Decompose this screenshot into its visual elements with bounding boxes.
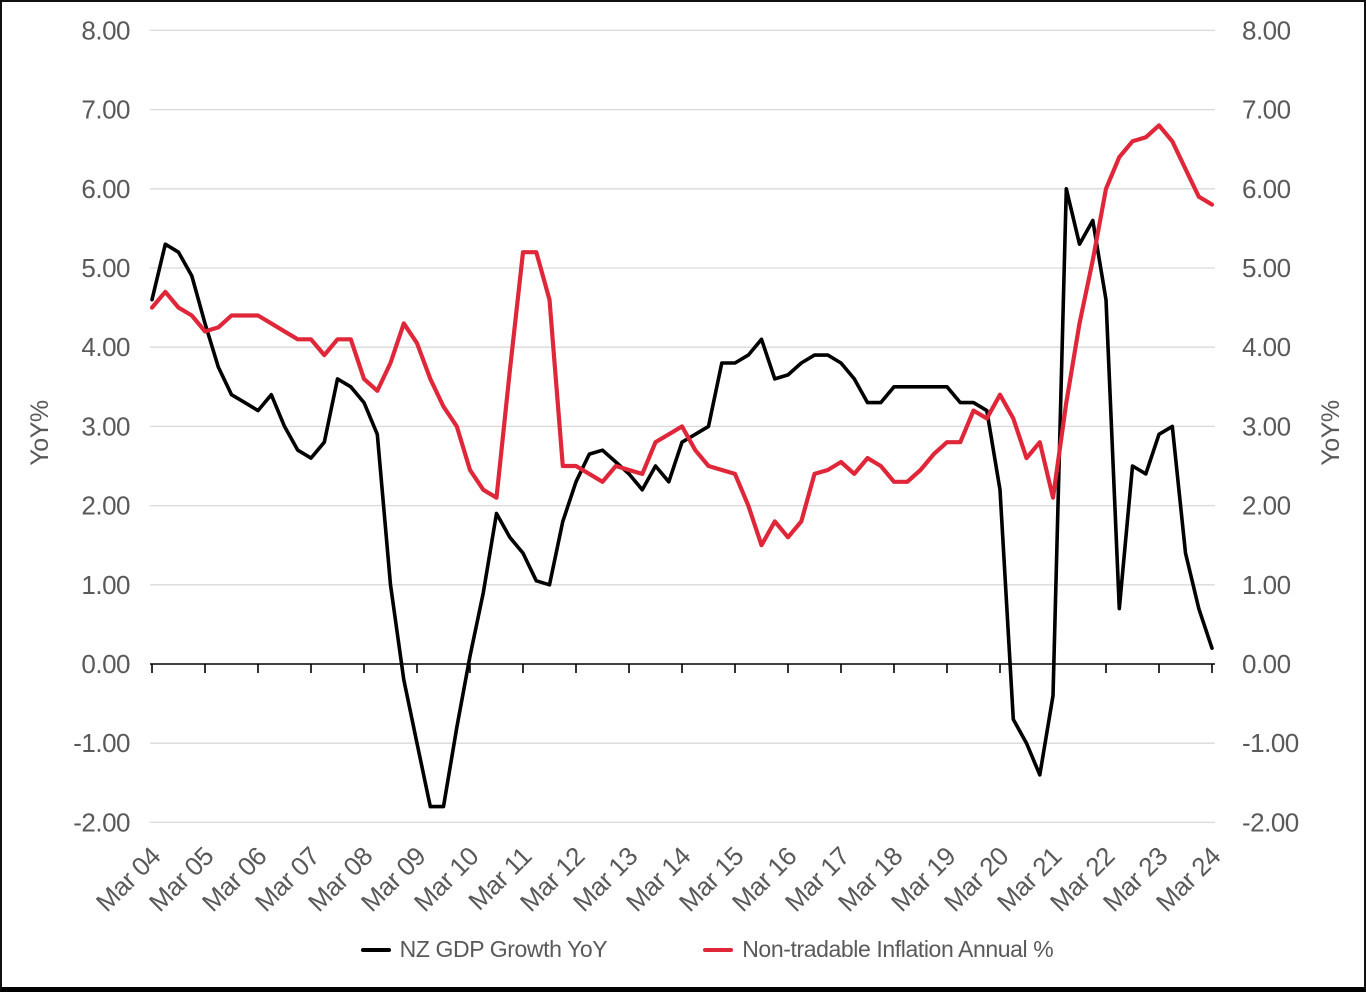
inflation-line xyxy=(149,123,1215,548)
y-axis-label-right: 2.00 xyxy=(1242,491,1291,521)
y-axis-label-left: 5.00 xyxy=(81,253,130,283)
right-axis-title: YoY% xyxy=(1317,400,1345,465)
y-axis-label-right: 6.00 xyxy=(1242,174,1291,204)
y-axis-label-left: 0.00 xyxy=(81,649,130,679)
gdp-line xyxy=(150,187,1214,809)
inflation-legend-label: Non-tradable Inflation Annual % xyxy=(742,936,1054,962)
y-axis-label-left: -1.00 xyxy=(73,728,130,758)
legend: NZ GDP Growth YoY Non-tradable Inflation… xyxy=(2,936,1364,963)
y-axis-label-right: 5.00 xyxy=(1242,253,1291,283)
legend-item-inflation: Non-tradable Inflation Annual % xyxy=(703,936,1054,963)
y-axis-label-left: 2.00 xyxy=(81,491,130,521)
y-axis-label-right: 7.00 xyxy=(1242,95,1291,125)
y-axis-label-right: 3.00 xyxy=(1242,411,1291,441)
y-axis-label-left: 4.00 xyxy=(81,332,130,362)
y-axis-label-left: -2.00 xyxy=(73,807,130,837)
y-axis-label-left: 6.00 xyxy=(81,174,130,204)
legend-item-gdp: NZ GDP Growth YoY xyxy=(360,936,608,963)
y-axis-label-right: 0.00 xyxy=(1242,649,1291,679)
gdp-legend-label: NZ GDP Growth YoY xyxy=(399,936,608,962)
y-axis-label-right: 8.00 xyxy=(1242,15,1291,45)
y-axis-label-right: -1.00 xyxy=(1242,728,1299,758)
gdp-line-swatch xyxy=(360,947,391,952)
y-axis-label-left: 1.00 xyxy=(81,570,130,600)
y-axis-label-right: 1.00 xyxy=(1242,570,1291,600)
y-axis-label-left: 7.00 xyxy=(81,95,130,125)
y-axis-label-right: 4.00 xyxy=(1242,332,1291,362)
y-axis-label-left: 8.00 xyxy=(81,15,130,45)
left-axis-title: YoY% xyxy=(26,400,54,465)
y-axis-label-left: 3.00 xyxy=(81,411,130,441)
y-axis-label-right: -2.00 xyxy=(1242,807,1299,837)
inflation-line-swatch xyxy=(703,947,734,952)
